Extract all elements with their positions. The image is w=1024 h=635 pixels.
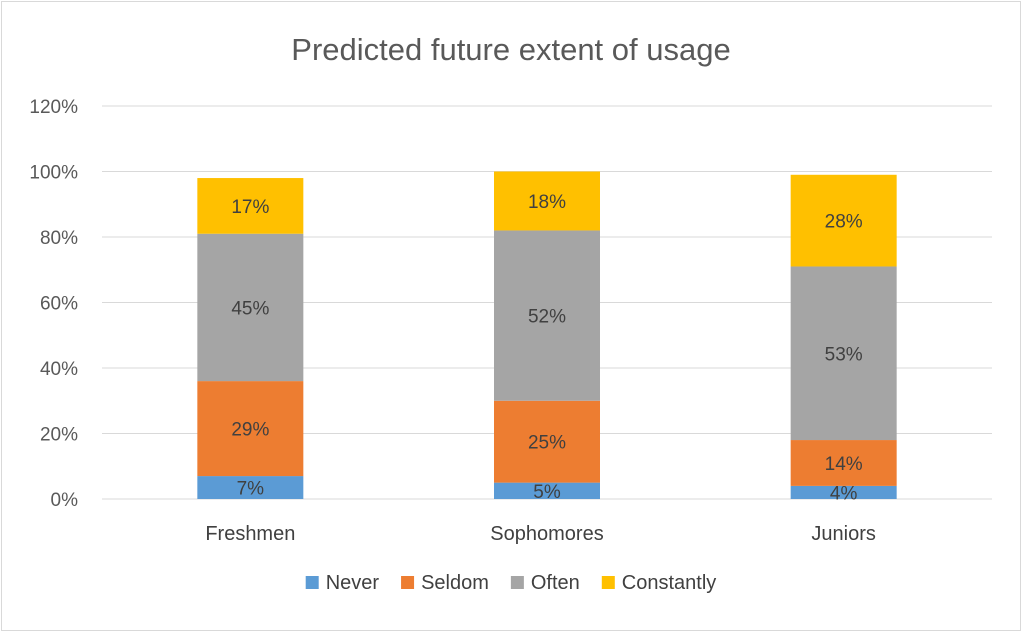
y-tick-label: 40%	[40, 359, 78, 380]
x-category-label: Sophomores	[490, 523, 603, 545]
y-tick-label: 100%	[29, 163, 78, 184]
data-label: 28%	[825, 212, 863, 233]
bar-seldom-freshmen	[197, 381, 304, 477]
y-tick-label: 0%	[51, 490, 79, 511]
legend-swatch-never	[305, 576, 319, 589]
x-category-label: Juniors	[811, 523, 875, 545]
data-labels: 7% 29% 45% 17% 5% 25% 52% 18% 4% 14% 53% 28%	[231, 192, 862, 504]
data-label: 45%	[231, 298, 269, 319]
legend-swatch-often	[510, 576, 524, 589]
data-label: 18%	[528, 192, 566, 213]
bar-constantly-freshmen	[197, 178, 304, 234]
legend-swatch-constantly	[601, 576, 615, 589]
data-label: 17%	[231, 197, 269, 218]
bar-seldom-juniors	[790, 440, 897, 486]
y-tick-label: 80%	[40, 228, 78, 249]
data-label: 14%	[825, 454, 863, 475]
bar-never-freshmen	[197, 476, 304, 499]
legend-label: Constantly	[622, 572, 717, 594]
bar-often-sophomores	[494, 230, 600, 401]
bar-often-freshmen	[197, 233, 304, 382]
legend-label: Seldom	[421, 572, 489, 594]
bar-never-sophomores	[494, 482, 600, 499]
data-label: 5%	[533, 482, 561, 503]
bar-often-juniors	[790, 266, 897, 441]
y-tick-label: 20%	[40, 425, 78, 446]
y-axis-ticks: 0% 20% 40% 60% 80% 100% 120%	[29, 97, 78, 511]
data-label: 52%	[528, 307, 566, 328]
bar-never-juniors	[790, 485, 897, 499]
y-tick-label: 120%	[29, 97, 78, 118]
legend: Never Seldom Often Constantly	[305, 572, 717, 594]
bar-constantly-juniors	[790, 174, 897, 267]
x-axis-categories: Freshmen Sophomores Juniors	[205, 523, 876, 545]
legend-swatch-seldom	[401, 576, 415, 589]
chart-title: Predicted future extent of usage	[291, 32, 730, 67]
bars	[197, 171, 897, 499]
x-category-label: Freshmen	[205, 523, 295, 545]
bar-seldom-sophomores	[494, 400, 600, 483]
legend-label: Often	[531, 572, 580, 594]
data-label: 25%	[528, 433, 566, 454]
data-label: 7%	[237, 479, 265, 500]
legend-label: Never	[326, 572, 380, 594]
y-tick-label: 60%	[40, 294, 78, 315]
data-label: 53%	[825, 344, 863, 365]
data-label: 29%	[231, 420, 269, 441]
bar-constantly-sophomores	[494, 171, 600, 231]
data-label: 4%	[830, 483, 858, 504]
